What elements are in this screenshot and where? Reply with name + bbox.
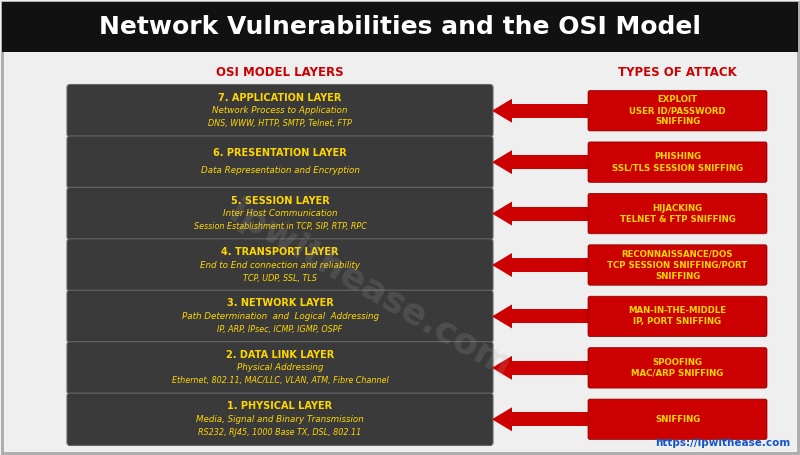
Text: 1. PHYSICAL LAYER: 1. PHYSICAL LAYER xyxy=(227,401,333,411)
FancyBboxPatch shape xyxy=(2,2,798,52)
FancyBboxPatch shape xyxy=(588,399,767,440)
FancyBboxPatch shape xyxy=(588,193,767,234)
Polygon shape xyxy=(492,304,512,329)
FancyBboxPatch shape xyxy=(588,296,767,337)
FancyBboxPatch shape xyxy=(67,342,493,394)
Text: 7. APPLICATION LAYER: 7. APPLICATION LAYER xyxy=(218,93,342,103)
Text: Network Vulnerabilities and the OSI Model: Network Vulnerabilities and the OSI Mode… xyxy=(99,15,701,39)
FancyBboxPatch shape xyxy=(512,309,590,324)
FancyBboxPatch shape xyxy=(67,136,493,188)
Text: PHISHING
SSL/TLS SESSION SNIFFING: PHISHING SSL/TLS SESSION SNIFFING xyxy=(612,152,743,172)
FancyBboxPatch shape xyxy=(512,412,590,426)
Text: 4. TRANSPORT LAYER: 4. TRANSPORT LAYER xyxy=(222,247,338,257)
Text: RS232, RJ45, 1000 Base TX, DSL, 802.11: RS232, RJ45, 1000 Base TX, DSL, 802.11 xyxy=(198,428,362,437)
FancyBboxPatch shape xyxy=(67,290,493,343)
Text: Inter Host Communication: Inter Host Communication xyxy=(222,209,338,218)
Text: 6. PRESENTATION LAYER: 6. PRESENTATION LAYER xyxy=(213,148,347,158)
FancyBboxPatch shape xyxy=(512,258,590,272)
Text: 2. DATA LINK LAYER: 2. DATA LINK LAYER xyxy=(226,350,334,360)
Text: Ethernet, 802.11, MAC/LLC, VLAN, ATM, Fibre Channel: Ethernet, 802.11, MAC/LLC, VLAN, ATM, Fi… xyxy=(172,376,388,385)
Text: HIJACKING
TELNET & FTP SNIFFING: HIJACKING TELNET & FTP SNIFFING xyxy=(620,203,735,223)
Text: TCP, UDP, SSL, TLS: TCP, UDP, SSL, TLS xyxy=(243,273,317,283)
Text: Media, Signal and Binary Transmission: Media, Signal and Binary Transmission xyxy=(196,415,364,424)
Text: 5. SESSION LAYER: 5. SESSION LAYER xyxy=(230,196,330,206)
Polygon shape xyxy=(492,150,512,174)
Text: 3. NETWORK LAYER: 3. NETWORK LAYER xyxy=(226,298,334,308)
Text: End to End connection and reliability: End to End connection and reliability xyxy=(200,261,360,269)
FancyBboxPatch shape xyxy=(512,155,590,169)
FancyBboxPatch shape xyxy=(512,361,590,375)
Text: OSI MODEL LAYERS: OSI MODEL LAYERS xyxy=(216,66,344,80)
Text: Network Process to Application: Network Process to Application xyxy=(212,106,348,115)
Text: EXPLOIT
USER ID/PASSWORD
SNIFFING: EXPLOIT USER ID/PASSWORD SNIFFING xyxy=(629,95,726,126)
Text: ipwithease.com: ipwithease.com xyxy=(223,196,517,384)
FancyBboxPatch shape xyxy=(67,85,493,137)
FancyBboxPatch shape xyxy=(67,187,493,240)
Text: TYPES OF ATTACK: TYPES OF ATTACK xyxy=(618,66,737,80)
Polygon shape xyxy=(492,407,512,431)
Text: RECONNAISSANCE/DOS
TCP SESSION SNIFFING/PORT
SNIFFING: RECONNAISSANCE/DOS TCP SESSION SNIFFING/… xyxy=(607,249,748,281)
Text: MAN-IN-THE-MIDDLE
IP, PORT SNIFFING: MAN-IN-THE-MIDDLE IP, PORT SNIFFING xyxy=(629,306,726,327)
FancyBboxPatch shape xyxy=(588,245,767,285)
FancyBboxPatch shape xyxy=(588,348,767,388)
Polygon shape xyxy=(492,202,512,226)
FancyBboxPatch shape xyxy=(588,142,767,182)
FancyBboxPatch shape xyxy=(512,207,590,221)
Text: SPOOFING
MAC/ARP SNIFFING: SPOOFING MAC/ARP SNIFFING xyxy=(631,358,724,378)
Text: Path Determination  and  Logical  Addressing: Path Determination and Logical Addressin… xyxy=(182,312,378,321)
Text: DNS, WWW, HTTP, SMTP, Telnet, FTP: DNS, WWW, HTTP, SMTP, Telnet, FTP xyxy=(208,119,352,128)
FancyBboxPatch shape xyxy=(67,239,493,291)
FancyBboxPatch shape xyxy=(512,104,590,118)
Text: SNIFFING: SNIFFING xyxy=(655,415,700,424)
Text: IP, ARP, IPsec, ICMP, IGMP, OSPF: IP, ARP, IPsec, ICMP, IGMP, OSPF xyxy=(218,325,342,334)
Polygon shape xyxy=(492,253,512,277)
Polygon shape xyxy=(492,356,512,380)
FancyBboxPatch shape xyxy=(67,393,493,445)
FancyBboxPatch shape xyxy=(588,91,767,131)
Polygon shape xyxy=(492,99,512,123)
Text: Data Representation and Encryption: Data Representation and Encryption xyxy=(201,166,359,175)
Text: Session Establishment in TCP, SIP, RTP, RPC: Session Establishment in TCP, SIP, RTP, … xyxy=(194,222,366,231)
Text: https://ipwithease.com: https://ipwithease.com xyxy=(654,438,790,448)
Text: Physical Addressing: Physical Addressing xyxy=(237,364,323,372)
